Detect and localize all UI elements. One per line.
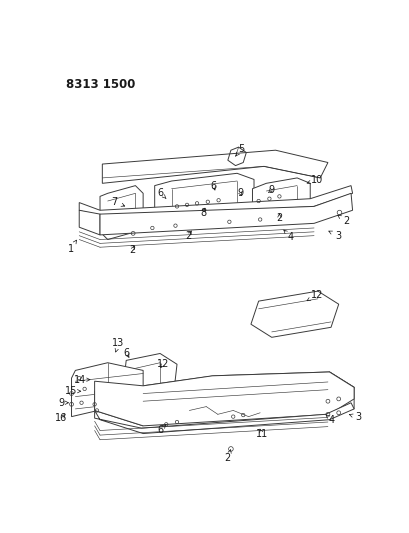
Polygon shape xyxy=(250,291,338,337)
Text: 2: 2 xyxy=(129,245,135,255)
Text: 6: 6 xyxy=(210,181,216,191)
Text: 2: 2 xyxy=(224,450,231,463)
Polygon shape xyxy=(94,372,353,426)
Polygon shape xyxy=(71,363,143,417)
Text: 12: 12 xyxy=(157,359,169,369)
Text: 1: 1 xyxy=(67,240,76,254)
Polygon shape xyxy=(94,403,353,433)
Text: 13: 13 xyxy=(112,338,124,352)
Text: 8: 8 xyxy=(200,207,206,217)
Text: 4: 4 xyxy=(283,230,293,242)
Polygon shape xyxy=(100,185,143,239)
Text: 6: 6 xyxy=(157,188,166,198)
Text: 3: 3 xyxy=(328,231,340,241)
Text: 11: 11 xyxy=(255,429,267,439)
Text: 2: 2 xyxy=(185,231,191,241)
Polygon shape xyxy=(79,210,100,235)
Text: 2: 2 xyxy=(276,213,282,223)
Text: 9: 9 xyxy=(267,185,273,195)
Text: 5: 5 xyxy=(235,144,244,156)
Text: 2: 2 xyxy=(337,215,349,226)
Text: 9: 9 xyxy=(58,398,68,408)
Polygon shape xyxy=(143,372,353,405)
Polygon shape xyxy=(79,185,352,218)
Text: 4: 4 xyxy=(325,415,334,425)
Polygon shape xyxy=(94,391,143,426)
Polygon shape xyxy=(123,353,177,398)
Polygon shape xyxy=(154,173,254,230)
Text: 15: 15 xyxy=(64,386,81,396)
Text: 3: 3 xyxy=(348,413,360,422)
Polygon shape xyxy=(100,193,352,235)
Polygon shape xyxy=(327,372,353,409)
Text: 16: 16 xyxy=(55,413,67,423)
Text: 7: 7 xyxy=(111,197,124,207)
Text: 14: 14 xyxy=(74,375,90,385)
Text: 6: 6 xyxy=(123,348,129,358)
Text: 9: 9 xyxy=(236,188,243,198)
Polygon shape xyxy=(252,178,310,220)
Text: 6: 6 xyxy=(157,425,166,435)
Text: 12: 12 xyxy=(306,290,323,301)
Text: 10: 10 xyxy=(306,175,322,185)
Text: 8313 1500: 8313 1500 xyxy=(66,78,135,91)
